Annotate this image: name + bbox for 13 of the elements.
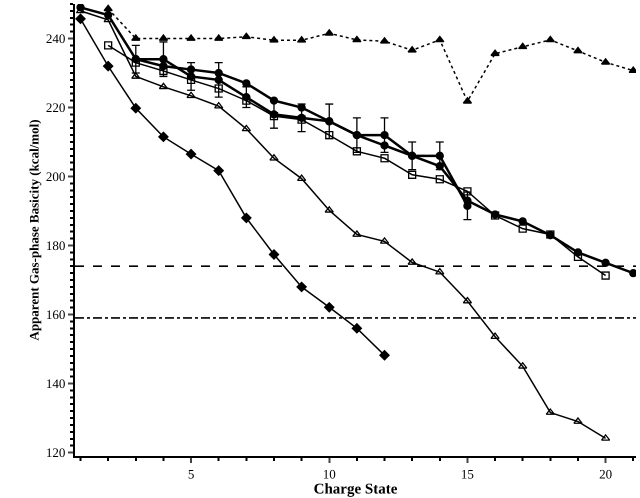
- y-tick-label: 160: [46, 307, 66, 322]
- x-tick-label: 5: [188, 466, 194, 482]
- y-tick-label: 180: [46, 238, 66, 254]
- y-tick-label: 140: [46, 376, 66, 392]
- y-tick-label: 240: [46, 31, 66, 46]
- y-tick-label: 220: [46, 100, 66, 116]
- y-axis-title: Apparent Gas-phase Basicity (kcal/mol): [26, 119, 42, 341]
- y-tick-label: 200: [46, 169, 66, 184]
- x-tick-label: 15: [460, 466, 474, 482]
- x-tick-label: 10: [322, 466, 336, 482]
- y-tick-label: 120: [46, 445, 66, 460]
- x-axis-title: Charge State: [314, 482, 398, 498]
- x-tick-label: 20: [599, 466, 612, 482]
